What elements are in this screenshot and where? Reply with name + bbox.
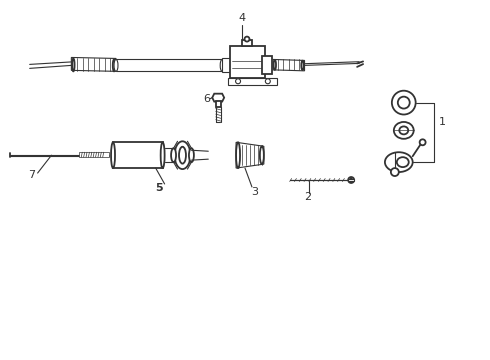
Polygon shape [228,78,277,85]
Ellipse shape [348,177,354,183]
Circle shape [398,96,410,109]
Bar [242,40,252,46]
Ellipse shape [113,59,115,71]
Bar [348,179,354,181]
Ellipse shape [236,142,240,168]
Bar [116,59,222,71]
Text: 2: 2 [304,192,311,202]
Text: 3: 3 [251,187,258,197]
Ellipse shape [220,59,224,71]
Ellipse shape [114,59,118,71]
Ellipse shape [72,58,74,71]
Bar [216,100,220,107]
Polygon shape [72,58,116,71]
Ellipse shape [111,142,115,168]
Ellipse shape [385,152,413,172]
Ellipse shape [397,157,409,167]
Ellipse shape [179,147,186,164]
Bar [79,152,109,157]
Polygon shape [273,59,305,71]
Ellipse shape [189,148,194,162]
Text: 4: 4 [239,13,245,23]
Bar [222,58,232,72]
Ellipse shape [273,60,276,70]
Ellipse shape [394,122,414,139]
Circle shape [392,91,416,114]
Ellipse shape [301,61,304,70]
Polygon shape [236,142,264,168]
Ellipse shape [161,142,165,168]
Polygon shape [212,94,224,102]
Ellipse shape [399,126,408,134]
Text: 1: 1 [439,117,445,127]
Circle shape [266,79,270,84]
Circle shape [236,79,241,84]
Circle shape [419,139,426,145]
Bar [262,56,272,74]
Text: 7: 7 [28,170,35,180]
Ellipse shape [350,179,352,181]
Circle shape [391,168,399,176]
Ellipse shape [171,148,176,162]
Text: 5: 5 [155,183,163,193]
Bar [230,46,265,78]
Text: 6: 6 [203,94,210,104]
Ellipse shape [174,141,191,169]
Ellipse shape [260,146,264,164]
Bar [113,142,163,168]
Circle shape [245,37,249,41]
